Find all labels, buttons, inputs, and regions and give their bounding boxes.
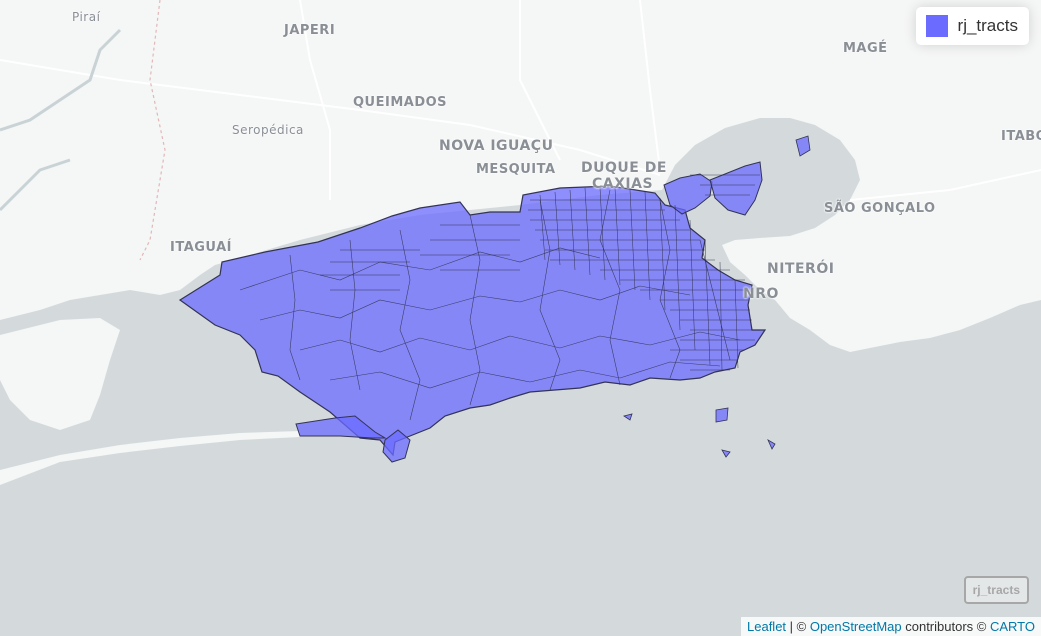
tract-polygon-island[interactable] bbox=[721, 449, 731, 458]
river bbox=[0, 158, 71, 212]
tract-polygon-sepetiba[interactable] bbox=[295, 415, 387, 439]
tract-polygon-ilha-governador[interactable] bbox=[663, 173, 713, 215]
road bbox=[299, 0, 331, 200]
road bbox=[0, 59, 661, 176]
peninsula bbox=[0, 318, 120, 430]
dense-tract-mesh bbox=[320, 174, 760, 371]
road bbox=[519, 0, 561, 161]
attribution: Leaflet | © OpenStreetMap contributors ©… bbox=[741, 617, 1041, 636]
river bbox=[0, 28, 122, 132]
mainland bbox=[0, 0, 1041, 352]
restinga bbox=[0, 431, 300, 485]
rj-tracts-layer[interactable] bbox=[178, 135, 811, 463]
attribution-separator: | © bbox=[786, 619, 810, 634]
legend-swatch bbox=[925, 15, 948, 37]
road bbox=[639, 0, 661, 171]
guanabara-bay bbox=[680, 124, 850, 240]
legend-label: rj_tracts bbox=[957, 16, 1018, 35]
road bbox=[849, 169, 1041, 201]
openstreetmap-link[interactable]: OpenStreetMap bbox=[809, 619, 902, 634]
carto-link[interactable]: CARTO bbox=[989, 619, 1035, 634]
state-boundary bbox=[139, 0, 166, 261]
layers-control-button[interactable]: rj_tracts bbox=[963, 576, 1029, 604]
legend: rj_tracts bbox=[915, 7, 1029, 45]
tract-polygon-island[interactable] bbox=[795, 135, 811, 157]
tract-polygon-island[interactable] bbox=[715, 407, 729, 423]
tract-polygon-island[interactable] bbox=[767, 439, 776, 450]
attribution-contributors: contributors © bbox=[901, 619, 990, 634]
tract-polygon-island[interactable] bbox=[623, 413, 633, 421]
leaflet-link[interactable]: Leaflet bbox=[747, 619, 787, 634]
tract-polygon-guaratiba[interactable] bbox=[382, 429, 411, 463]
